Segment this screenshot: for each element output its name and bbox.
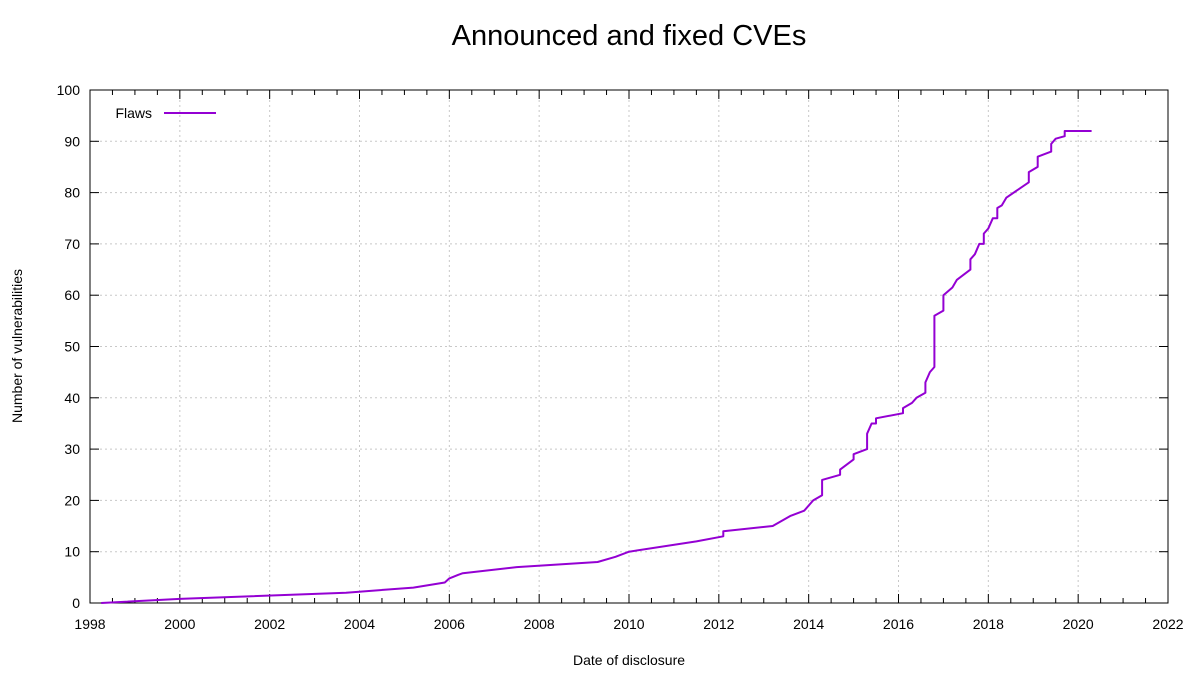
x-tick-label: 2008 (524, 616, 555, 632)
x-tick-label: 2012 (703, 616, 734, 632)
tick-labels: 1998 2000 2002 2004 2006 2008 2010 2012 2014 2016… (57, 82, 1184, 632)
y-tick-label: 20 (64, 492, 80, 508)
x-tick-label: 2006 (434, 616, 465, 632)
y-axis-label: Number of vulnerabilities (9, 269, 25, 423)
y-tick-label: 10 (64, 544, 80, 560)
legend: Flaws (115, 105, 216, 121)
y-tick-label: 100 (57, 82, 81, 98)
y-tick-label: 80 (64, 185, 80, 201)
y-tick-label: 50 (64, 339, 80, 355)
y-tick-label: 60 (64, 287, 80, 303)
y-tick-label: 90 (64, 133, 80, 149)
series-line-flaws (101, 130, 1092, 604)
plot-frame (89, 89, 1169, 604)
x-tick-label: 2018 (973, 616, 1004, 632)
legend-label-flaws: Flaws (115, 105, 152, 121)
x-tick-label: 2000 (164, 616, 195, 632)
x-tick-label: 1998 (74, 616, 105, 632)
grid (90, 90, 1168, 603)
series-layer (101, 130, 1092, 604)
x-tick-label: 2004 (344, 616, 375, 632)
y-tick-label: 30 (64, 441, 80, 457)
y-tick-label: 70 (64, 236, 80, 252)
x-tick-label: 2022 (1152, 616, 1183, 632)
chart-title: Announced and fixed CVEs (452, 20, 807, 52)
x-tick-label: 2014 (793, 616, 824, 632)
y-tick-label: 40 (64, 390, 80, 406)
y-tick-label: 0 (72, 595, 80, 611)
x-tick-label: 2010 (613, 616, 644, 632)
x-tick-label: 2016 (883, 616, 914, 632)
x-axis-label: Date of disclosure (573, 652, 685, 668)
ticks (89, 89, 1169, 604)
x-tick-label: 2002 (254, 616, 285, 632)
x-tick-label: 2020 (1063, 616, 1094, 632)
